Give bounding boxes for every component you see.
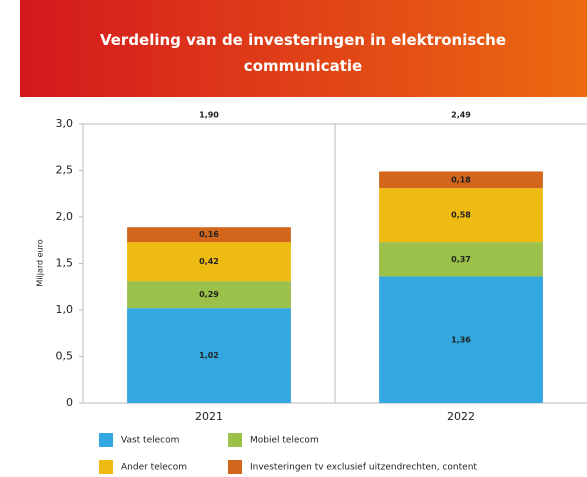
legend-swatch: [228, 460, 242, 474]
chart-title: Verdeling van de investeringen in elektr…: [100, 31, 506, 75]
bar-segment: [379, 242, 543, 277]
y-tick-label: 2,5: [56, 164, 74, 177]
y-tick-label: 0,5: [56, 350, 74, 363]
x-tick-label: 2022: [447, 410, 475, 423]
data-label: 0,18: [451, 175, 471, 184]
data-label: 0,16: [199, 230, 219, 239]
y-tick-label: 3,0: [56, 117, 74, 130]
legend-label: Ander telecom: [121, 463, 187, 473]
header-banner: [20, 0, 587, 97]
x-tick-label: 2021: [195, 410, 223, 423]
bar-segment: [127, 242, 291, 282]
y-tick-label: 0: [66, 396, 73, 409]
total-label: 2,49: [451, 111, 471, 120]
data-label: 1,02: [199, 351, 219, 360]
y-tick-label: 2,0: [56, 210, 74, 223]
data-label: 0,37: [451, 255, 471, 264]
y-axis-label: Miljard euro: [36, 239, 45, 286]
data-label: 0,42: [199, 257, 219, 266]
bar-segment: [127, 308, 291, 403]
y-tick-label: 1,0: [56, 303, 74, 316]
data-label: 0,58: [451, 211, 471, 220]
legend-swatch: [228, 433, 242, 447]
legend-label: Mobiel telecom: [250, 436, 319, 446]
bar-segment: [379, 188, 543, 243]
legend-label: Vast telecom: [121, 436, 179, 446]
bar-segment: [127, 227, 291, 243]
data-label: 1,36: [451, 335, 471, 344]
bar-segment: [379, 276, 543, 403]
legend-swatch: [99, 433, 113, 447]
legend-label: Investeringen tv exclusief uitzendrechte…: [250, 463, 477, 473]
data-label: 0,29: [199, 290, 219, 299]
total-label: 1,90: [199, 111, 219, 120]
bar-segment: [127, 281, 291, 309]
legend-swatch: [99, 460, 113, 474]
bar-segment: [379, 171, 543, 189]
y-tick-label: 1,5: [56, 257, 74, 270]
